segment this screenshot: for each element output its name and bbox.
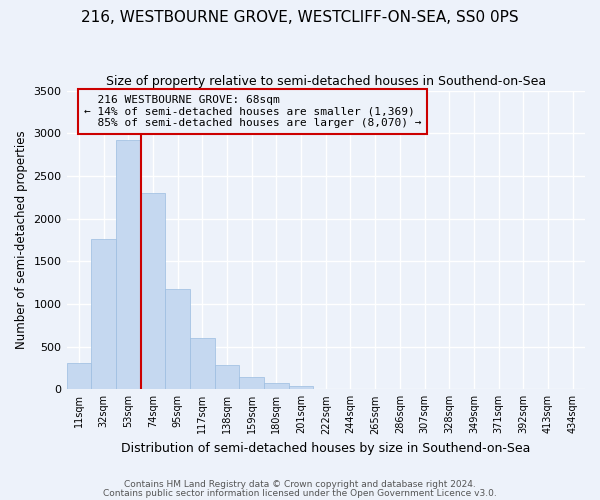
Bar <box>264 384 289 390</box>
Text: Contains HM Land Registry data © Crown copyright and database right 2024.: Contains HM Land Registry data © Crown c… <box>124 480 476 489</box>
Bar <box>190 338 215 390</box>
Text: 216, WESTBOURNE GROVE, WESTCLIFF-ON-SEA, SS0 0PS: 216, WESTBOURNE GROVE, WESTCLIFF-ON-SEA,… <box>81 10 519 25</box>
Bar <box>165 290 190 390</box>
Bar <box>289 386 313 390</box>
Bar <box>140 193 165 390</box>
Bar <box>215 364 239 390</box>
Y-axis label: Number of semi-detached properties: Number of semi-detached properties <box>15 130 28 349</box>
Bar <box>67 364 91 390</box>
Bar <box>91 239 116 390</box>
X-axis label: Distribution of semi-detached houses by size in Southend-on-Sea: Distribution of semi-detached houses by … <box>121 442 530 455</box>
Title: Size of property relative to semi-detached houses in Southend-on-Sea: Size of property relative to semi-detach… <box>106 75 546 88</box>
Text: Contains public sector information licensed under the Open Government Licence v3: Contains public sector information licen… <box>103 488 497 498</box>
Text: 216 WESTBOURNE GROVE: 68sqm
← 14% of semi-detached houses are smaller (1,369)
  : 216 WESTBOURNE GROVE: 68sqm ← 14% of sem… <box>84 95 421 128</box>
Bar <box>116 140 140 390</box>
Bar <box>239 378 264 390</box>
